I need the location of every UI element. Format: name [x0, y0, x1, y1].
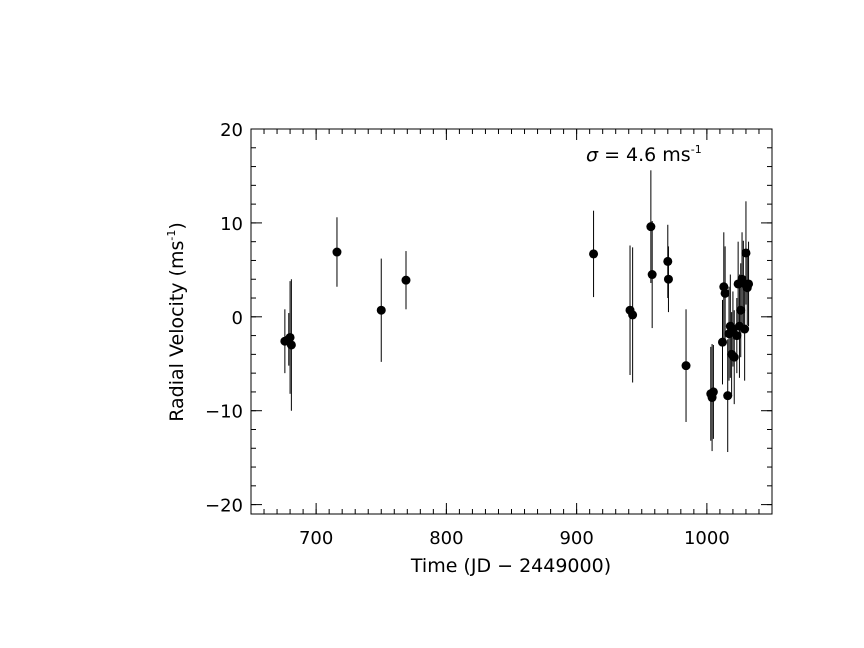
y-tick-label: −10 [205, 402, 243, 423]
sigma-symbol: σ [586, 144, 599, 166]
data-point [332, 247, 342, 257]
data-point [744, 279, 754, 289]
major-ticks [251, 128, 772, 514]
data-point [663, 274, 673, 284]
data-point [589, 249, 599, 259]
data-point [729, 352, 739, 362]
y-tick-label: 0 [232, 308, 243, 329]
data-point [285, 332, 295, 342]
sigma-value: = 4.6 ms [598, 144, 691, 166]
y-axis-label-sup: -1 [165, 230, 178, 241]
x-tick-label: 800 [429, 528, 463, 549]
data-point [720, 288, 730, 298]
y-axis-label: Radial Velocity (ms-1) [165, 222, 188, 422]
data-point [376, 305, 386, 315]
data-point [736, 305, 746, 315]
sigma-unit-sup: -1 [691, 143, 702, 156]
data-points [280, 222, 754, 403]
data-point [723, 391, 733, 401]
x-tick-label: 1000 [684, 528, 730, 549]
y-tick-label: −20 [205, 496, 243, 517]
data-point [663, 256, 673, 266]
data-point [681, 361, 691, 371]
tick-labels: 700 800 900 1000 −20 −10 0 10 20 [205, 120, 730, 549]
plot-frame [250, 128, 773, 515]
x-tick-label: 900 [559, 528, 593, 549]
data-point [401, 275, 411, 285]
data-point [647, 270, 657, 280]
data-point [286, 340, 296, 350]
y-axis-label-close: ) [166, 222, 188, 229]
data-point [708, 387, 718, 397]
sigma-annotation: σ = 4.6 ms-1 [586, 143, 702, 166]
data-point [732, 331, 742, 341]
y-tick-label: 20 [220, 120, 243, 141]
x-tick-label: 700 [299, 528, 333, 549]
error-bars [284, 170, 750, 453]
data-point [646, 222, 656, 232]
data-point [628, 310, 638, 320]
data-point [741, 248, 751, 258]
x-axis-label: Time (JD − 2449000) [410, 555, 611, 577]
minor-ticks [250, 128, 773, 514]
data-point [718, 337, 728, 347]
y-tick-label: 10 [220, 214, 243, 235]
y-axis-label-main: Radial Velocity (ms [166, 241, 188, 422]
data-point [740, 324, 750, 334]
